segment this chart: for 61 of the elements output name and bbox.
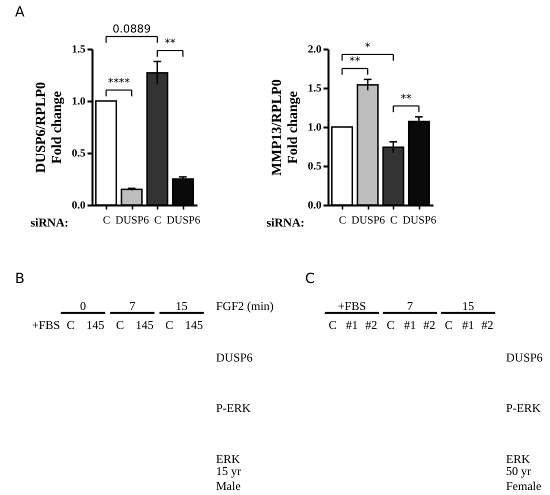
x-tick-label: DUSP6 <box>166 214 201 226</box>
category-label: #2 <box>423 318 436 332</box>
category-label: +FBS <box>32 318 60 332</box>
text: B <box>15 271 25 287</box>
y-axis-title: MMP13/RPLP0 Fold change <box>270 79 301 176</box>
category-label: DUSP6 <box>506 350 543 364</box>
text: 7 <box>129 299 136 314</box>
category-label: ERK <box>216 452 240 466</box>
text: C <box>305 271 315 287</box>
category-label: #1 <box>346 318 358 332</box>
annotation: ** <box>349 54 361 68</box>
y-tick-label: 0.0 <box>72 200 86 212</box>
chart-title: A <box>15 4 25 21</box>
x-tick-label: C <box>390 214 398 226</box>
x-axis-title: siRNA: <box>30 216 68 230</box>
y-tick-label: 0.5 <box>72 148 86 160</box>
annotation: ** <box>164 36 176 50</box>
y-tick-label: 1.5 <box>72 44 86 56</box>
x-tick-label: C <box>154 214 162 226</box>
y-tick-label: 1.0 <box>72 96 86 108</box>
text: 15 <box>462 299 474 314</box>
x-tick-label: C <box>102 214 110 226</box>
category-label: #1 <box>404 318 416 332</box>
text: 15 yr Male <box>216 464 241 493</box>
text: 7 <box>407 299 413 314</box>
category-label: C <box>165 318 174 332</box>
text: 0 <box>80 299 86 314</box>
category-label: C <box>66 318 75 332</box>
x-axis-title: siRNA: <box>266 216 304 230</box>
x-tick-label: DUSP6 <box>351 214 386 226</box>
category-label: 145 <box>184 318 203 332</box>
category-label: #1 <box>462 318 474 332</box>
category-label: DUSP6 <box>216 350 253 364</box>
text: 15 <box>176 299 188 314</box>
x-tick-label: DUSP6 <box>115 214 150 226</box>
category-label: #2 <box>365 318 378 332</box>
y-tick-label: 0.5 <box>308 160 322 172</box>
text: FGF2 (min) <box>216 299 274 314</box>
x-tick-label: C <box>338 214 346 226</box>
annotation: * <box>364 40 371 54</box>
text: +FBS <box>338 299 366 314</box>
category-label: C <box>328 318 337 332</box>
category-label: 145 <box>136 318 154 332</box>
text: 0.0889 <box>112 22 151 36</box>
y-axis-title: DUSP6/RPLP0 Fold change <box>34 82 65 173</box>
x-tick-label: DUSP6 <box>402 214 437 226</box>
y-tick-label: 1.5 <box>308 82 322 94</box>
text: 50 yr Female <box>506 464 542 493</box>
annotation: **** <box>108 76 130 90</box>
category-label: #2 <box>481 318 494 332</box>
category-label: C <box>386 318 395 332</box>
y-tick-label: 1.0 <box>308 122 322 134</box>
y-tick-label: 2.0 <box>308 44 322 56</box>
annotation: ** <box>400 92 412 105</box>
category-label: C <box>116 318 124 332</box>
y-tick-label: 0.0 <box>308 200 322 212</box>
category-label: P-ERK <box>216 401 251 416</box>
category-label: C <box>444 318 453 332</box>
category-label: 145 <box>86 318 104 332</box>
category-label: ERK <box>506 452 530 466</box>
category-label: P-ERK <box>506 401 541 416</box>
